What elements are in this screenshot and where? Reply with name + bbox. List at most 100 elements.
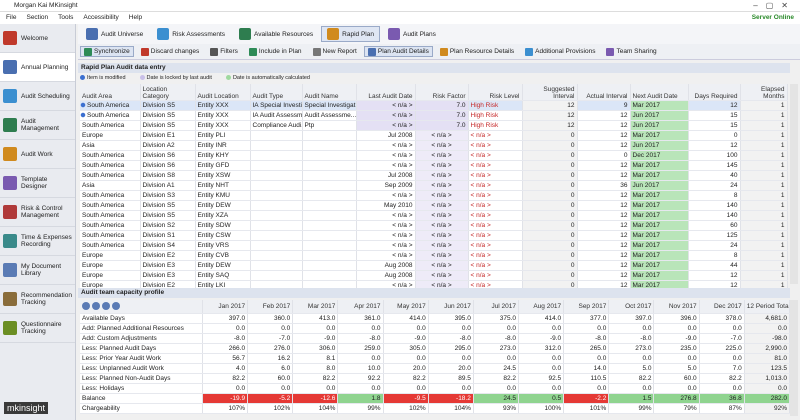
data-row[interactable]: South America Division S4 Entity VRS < n/a … [80, 240, 788, 251]
toolbar-button[interactable]: Synchronize [80, 46, 134, 57]
tab[interactable]: Rapid Plan [321, 26, 380, 42]
nav-item[interactable]: Welcome [0, 24, 75, 53]
nav-label: Audit Scheduling [21, 92, 70, 100]
column-header[interactable]: Next Audit Date [630, 84, 689, 101]
cell: -12.6 [292, 393, 339, 404]
nav-button[interactable] [92, 302, 100, 310]
period-header: Aug 2017 [518, 300, 565, 314]
toolbar-button[interactable]: Filters [206, 46, 242, 57]
column-header[interactable]: Risk Level [468, 84, 523, 101]
nav-button[interactable] [102, 302, 110, 310]
column-header[interactable]: Audit Name [302, 84, 357, 101]
data-row[interactable]: South America Division S5 Entity XZA < n/a … [80, 210, 788, 221]
cell: 104% [292, 403, 339, 414]
cell: 140 [688, 200, 741, 211]
nav-item[interactable]: Recommendation Tracking [0, 285, 75, 314]
cell: 273.0 [473, 343, 520, 354]
tab[interactable]: Audit Plans [382, 26, 442, 42]
column-header[interactable]: Location Category [140, 84, 196, 101]
nav-button[interactable] [112, 302, 120, 310]
column-header[interactable]: Elapsed Months [740, 84, 788, 101]
legend-item: Item is modified [80, 75, 126, 81]
scrollbar[interactable] [790, 84, 798, 284]
tab[interactable]: Audit Universe [80, 26, 149, 42]
nav-item[interactable]: Audit Scheduling [0, 82, 75, 111]
tab[interactable]: Available Resources [233, 26, 319, 42]
cell [302, 160, 357, 171]
column-header[interactable]: Days Required [688, 84, 741, 101]
cell: < n/a > [356, 140, 416, 151]
cell [250, 250, 303, 261]
cell: Entity SAQ [195, 270, 251, 281]
column-header[interactable]: Audit Location [195, 84, 251, 101]
cell: 12 [577, 140, 631, 151]
cell: 12 [577, 190, 631, 201]
nav-icon [3, 60, 17, 74]
data-row[interactable]: South America Division S5 Entity DEW May 20… [80, 200, 788, 211]
nav-item[interactable]: Risk & Control Management [0, 198, 75, 227]
toolbar-icon [439, 47, 448, 56]
menu-item[interactable]: Help [128, 14, 143, 21]
data-row[interactable]: South America Division S6 Entity GFD < n/a … [80, 160, 788, 171]
cell: 12 [688, 100, 741, 111]
data-row[interactable]: South America Division S5 Entity XXX IA Aud… [80, 110, 788, 121]
data-row[interactable]: South America Division S6 Entity KHY < n/a … [80, 150, 788, 161]
cell: 15 [688, 110, 741, 121]
cell [302, 250, 357, 261]
menu-item[interactable]: Section [26, 14, 49, 21]
menu-item[interactable]: File [6, 14, 17, 21]
data-row[interactable]: Asia Division A1 Entity NHT Sep 2009 < n/a >… [80, 180, 788, 191]
toolbar-button[interactable]: New Report [309, 46, 361, 57]
cell: Europe [80, 260, 141, 271]
period-header: Jun 2017 [428, 300, 474, 314]
nav-item[interactable]: My Document Library [0, 256, 75, 285]
data-row[interactable]: Europe Division E3 Entity SAQ Aug 2008 < n/a… [80, 270, 788, 281]
data-row[interactable]: South America Division S5 Entity XXX Compli… [80, 120, 788, 131]
column-header[interactable]: Audit Area [80, 84, 141, 101]
data-row[interactable]: South America Division S1 Entity CSW < n/a … [80, 230, 788, 241]
toolbar-button[interactable]: Discard changes [137, 46, 203, 57]
toolbar-button[interactable]: Additional Provisions [521, 46, 599, 57]
data-row[interactable]: Europe Division E2 Entity CVB < n/a > < n/a … [80, 250, 788, 261]
menu-item[interactable]: Tools [58, 14, 74, 21]
toolbar-button[interactable]: Plan Resource Details [436, 46, 518, 57]
cell: 378.0 [699, 313, 745, 324]
toolbar-button[interactable]: Plan Audit Details [363, 46, 433, 57]
cell: 15 [688, 120, 741, 131]
cell: 0.0 [653, 383, 700, 394]
cell: 60.0 [247, 373, 294, 384]
nav-icon [3, 263, 17, 277]
column-header[interactable]: Audit Type [250, 84, 303, 101]
toolbar-button[interactable]: Include in Plan [245, 46, 306, 57]
data-row[interactable]: South America Division S2 Entity SDW < n/a … [80, 220, 788, 231]
scrollbar[interactable] [790, 300, 798, 416]
nav-item[interactable]: Annual Planning [0, 53, 75, 82]
data-row[interactable]: Europe Division E1 Entity PLI Jul 2008 < n/a… [80, 130, 788, 141]
capacity-row: Balance -19.9 -5.2 -12.6 1.8 -9.5 -18.2 24.5 0.5… [80, 393, 791, 404]
nav-item[interactable]: Template Designer [0, 169, 75, 198]
toolbar-button[interactable]: Team Sharing [602, 46, 660, 57]
window-controls[interactable]: –▢✕ [753, 1, 796, 10]
data-row[interactable]: Asia Division A2 Entity INR < n/a > < n/a > <… [80, 140, 788, 151]
nav-button[interactable] [82, 302, 90, 310]
header-row: Audit Area Location Category Audit Locatio… [80, 84, 788, 101]
column-header[interactable]: Actual Interval [577, 84, 631, 101]
column-header[interactable]: Risk Factor [415, 84, 469, 101]
data-row[interactable]: South America Division S8 Entity XSW Jul 20… [80, 170, 788, 181]
column-header[interactable]: Suggested Interval [522, 84, 578, 101]
nav-item[interactable]: Audit Management [0, 111, 75, 140]
data-row[interactable]: Europe Division E3 Entity DEW Aug 2008 < n/a… [80, 260, 788, 271]
cell: < n/a > [468, 170, 523, 181]
column-header[interactable]: Last Audit Date [356, 84, 416, 101]
toolbar-label: New Report [322, 48, 357, 55]
cell: 397.0 [202, 313, 249, 324]
data-row[interactable]: South America Division S5 Entity XXX IA Spe… [80, 100, 788, 111]
cell: 225.0 [699, 343, 745, 354]
tab[interactable]: Risk Assessments [151, 26, 231, 42]
data-row[interactable]: South America Division S3 Entity KMU < n/a … [80, 190, 788, 201]
menu-item[interactable]: Accessibility [83, 14, 119, 21]
nav-item[interactable]: Audit Work [0, 140, 75, 169]
nav-item[interactable]: Questionnaire Tracking [0, 314, 75, 343]
cell: < n/a > [468, 200, 523, 211]
nav-item[interactable]: Time & Expenses Recording [0, 227, 75, 256]
